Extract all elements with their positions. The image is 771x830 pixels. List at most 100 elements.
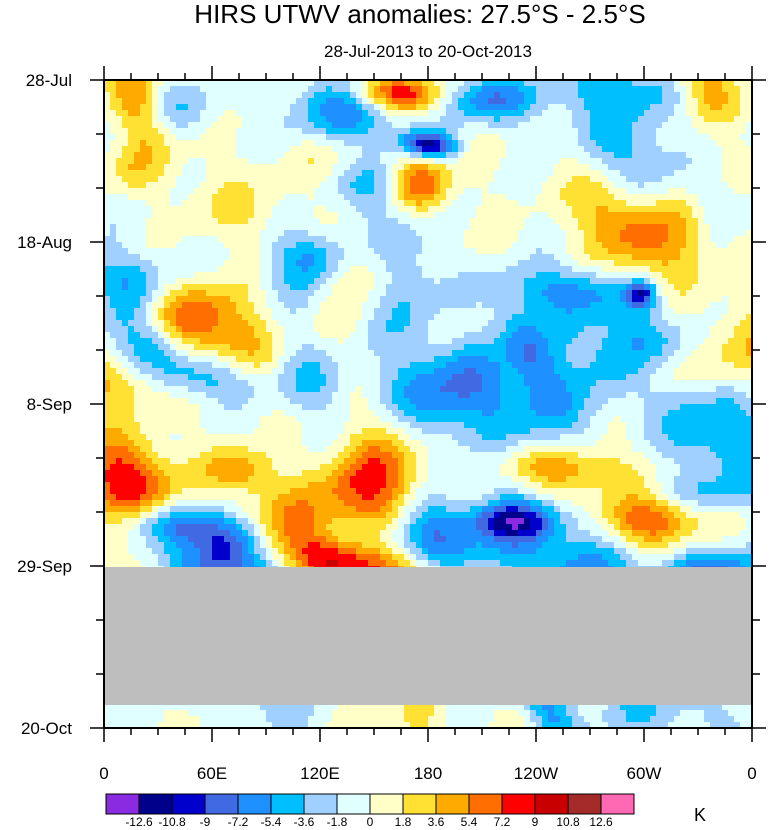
heatmap-cell bbox=[194, 344, 201, 351]
heatmap-cell bbox=[320, 284, 327, 291]
heatmap-cell bbox=[392, 194, 399, 201]
heatmap-cell bbox=[674, 146, 681, 153]
heatmap-cell bbox=[350, 80, 357, 87]
heatmap-cell bbox=[512, 80, 519, 87]
heatmap-cell bbox=[266, 278, 273, 285]
heatmap-cell bbox=[104, 128, 111, 135]
heatmap-cell bbox=[398, 278, 405, 285]
heatmap-cell bbox=[350, 290, 357, 297]
heatmap-cell bbox=[686, 266, 693, 273]
heatmap-cell bbox=[644, 332, 651, 339]
heatmap-cell bbox=[428, 158, 435, 165]
heatmap-cell bbox=[710, 254, 717, 261]
heatmap-cell bbox=[464, 158, 471, 165]
heatmap-cell bbox=[608, 104, 615, 111]
heatmap-cell bbox=[278, 314, 285, 321]
heatmap-cell bbox=[158, 308, 165, 315]
heatmap-cell bbox=[470, 284, 477, 291]
heatmap-cell bbox=[176, 134, 183, 141]
heatmap-cell bbox=[254, 296, 261, 303]
heatmap-cell bbox=[680, 344, 687, 351]
heatmap-cell bbox=[176, 338, 183, 345]
heatmap-cell bbox=[392, 314, 399, 321]
heatmap-cell bbox=[722, 344, 729, 351]
heatmap-cell bbox=[152, 284, 159, 291]
heatmap-cell bbox=[230, 128, 237, 135]
heatmap-cell bbox=[422, 254, 429, 261]
heatmap-cell bbox=[110, 164, 117, 171]
heatmap-cell bbox=[530, 164, 537, 171]
heatmap-cell bbox=[500, 146, 507, 153]
heatmap-cell bbox=[566, 206, 573, 213]
heatmap-cell bbox=[332, 200, 339, 207]
heatmap-cell bbox=[458, 308, 465, 315]
heatmap-cell bbox=[746, 218, 752, 225]
heatmap-cell bbox=[200, 146, 207, 153]
heatmap-cell bbox=[260, 356, 267, 363]
heatmap-cell bbox=[698, 266, 705, 273]
heatmap-cell bbox=[572, 284, 579, 291]
heatmap-cell bbox=[662, 146, 669, 153]
heatmap-cell bbox=[284, 110, 291, 117]
heatmap-cell bbox=[218, 338, 225, 345]
heatmap-cell bbox=[716, 344, 723, 351]
heatmap-cell bbox=[116, 218, 123, 225]
heatmap-cell bbox=[248, 194, 255, 201]
heatmap-cell bbox=[530, 128, 537, 135]
heatmap-cell bbox=[542, 302, 549, 309]
heatmap-cell bbox=[722, 302, 729, 309]
heatmap-cell bbox=[344, 152, 351, 159]
heatmap-cell bbox=[194, 266, 201, 273]
heatmap-cell bbox=[194, 164, 201, 171]
heatmap-cell bbox=[284, 332, 291, 339]
heatmap-cell bbox=[662, 110, 669, 117]
heatmap-cell bbox=[230, 290, 237, 297]
heatmap-cell bbox=[548, 176, 555, 183]
heatmap-cell bbox=[380, 86, 387, 93]
heatmap-cell bbox=[560, 296, 567, 303]
heatmap-cell bbox=[308, 284, 315, 291]
heatmap-cell bbox=[440, 230, 447, 237]
heatmap-cell bbox=[116, 260, 123, 267]
heatmap-cell bbox=[422, 98, 429, 105]
heatmap-cell bbox=[422, 272, 429, 279]
heatmap-cell bbox=[410, 314, 417, 321]
heatmap-cell bbox=[530, 200, 537, 207]
heatmap-cell bbox=[290, 254, 297, 261]
heatmap-cell bbox=[140, 128, 147, 135]
heatmap-cell bbox=[614, 164, 621, 171]
heatmap-cell bbox=[470, 350, 477, 357]
heatmap-cell bbox=[542, 128, 549, 135]
heatmap-cell bbox=[560, 80, 567, 87]
heatmap-cell bbox=[326, 236, 333, 243]
heatmap-cell bbox=[356, 80, 363, 87]
heatmap-cell bbox=[638, 182, 645, 189]
heatmap-cell bbox=[236, 116, 243, 123]
heatmap-cell bbox=[560, 224, 567, 231]
heatmap-cell bbox=[422, 170, 429, 177]
heatmap-cell bbox=[290, 140, 297, 147]
heatmap-cell bbox=[224, 98, 231, 105]
heatmap-cell bbox=[392, 242, 399, 249]
heatmap-cell bbox=[164, 242, 171, 249]
heatmap-cell bbox=[692, 152, 699, 159]
heatmap-cell bbox=[530, 206, 537, 213]
heatmap-cell bbox=[278, 116, 285, 123]
heatmap-cell bbox=[440, 236, 447, 243]
heatmap-cell bbox=[584, 272, 591, 279]
heatmap-cell bbox=[482, 206, 489, 213]
heatmap-cell bbox=[638, 80, 645, 87]
heatmap-cell bbox=[452, 230, 459, 237]
heatmap-cell bbox=[530, 182, 537, 189]
heatmap-cell bbox=[290, 248, 297, 255]
heatmap-cell bbox=[236, 86, 243, 93]
heatmap-cell bbox=[332, 296, 339, 303]
heatmap-cell bbox=[452, 302, 459, 309]
heatmap-cell bbox=[662, 290, 669, 297]
heatmap-cell bbox=[716, 152, 723, 159]
heatmap-cell bbox=[608, 134, 615, 141]
heatmap-cell bbox=[128, 116, 135, 123]
heatmap-cell bbox=[314, 86, 321, 93]
heatmap-cell bbox=[236, 248, 243, 255]
heatmap-cell bbox=[566, 140, 573, 147]
